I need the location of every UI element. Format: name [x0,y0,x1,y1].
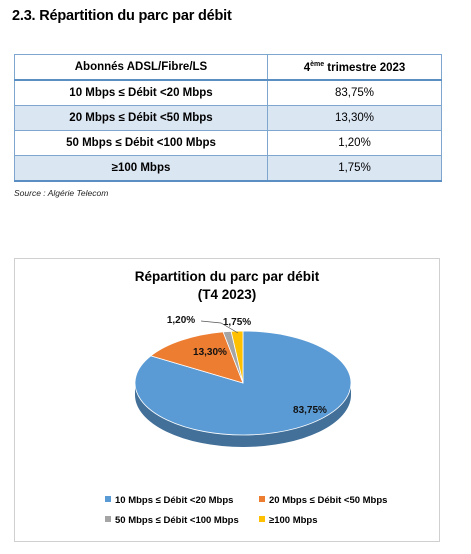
row-label: 50 Mbps ≤ Débit <100 Mbps [14,130,268,156]
legend-item: 50 Mbps ≤ Débit <100 Mbps [105,515,239,526]
column-header-quarter: 4ème trimestre 2023 [267,54,442,81]
data-label: 13,30% [193,347,227,358]
data-label: 83,75% [293,405,327,416]
row-value: 83,75% [267,79,442,106]
table-row: 20 Mbps ≤ Débit <50 Mbps 13,30% [14,105,442,131]
row-label: 20 Mbps ≤ Débit <50 Mbps [14,105,268,131]
legend-label: 20 Mbps ≤ Débit <50 Mbps [269,495,388,506]
legend-swatch [105,516,111,522]
legend-label: 10 Mbps ≤ Débit <20 Mbps [115,495,234,506]
legend-swatch [105,496,111,502]
row-label: ≥100 Mbps [14,155,268,182]
row-value: 1,75% [267,155,442,182]
pie-svg: 83,75% 13,30% 1,20% 1,75% [134,315,352,447]
chart-subtitle: (T4 2023) [197,287,257,302]
data-label: 1,75% [223,317,251,328]
leader-line [200,320,239,334]
table-row: 10 Mbps ≤ Débit <20 Mbps 83,75% [14,79,442,106]
row-label: 10 Mbps ≤ Débit <20 Mbps [14,79,268,106]
data-label: 1,20% [167,315,195,326]
pie-slice [134,330,352,436]
column-header-subscribers: Abonnés ADSL/Fibre/LS [14,54,268,81]
legend-swatch [259,516,265,522]
legend-label: ≥100 Mbps [269,515,318,526]
row-value: 13,30% [267,105,442,131]
table-row: 50 Mbps ≤ Débit <100 Mbps 1,20% [14,130,442,156]
legend-item: 20 Mbps ≤ Débit <50 Mbps [259,495,387,506]
pie-slice [230,330,244,384]
pie-slice-side [135,383,351,447]
table-row: ≥100 Mbps 1,75% [14,155,442,182]
legend-item: ≥100 Mbps [259,515,318,526]
pie-chart: Répartition du parc par débit (T4 2023) … [14,258,440,542]
source-note: Source : Algérie Telecom [14,188,109,198]
legend-item: 10 Mbps ≤ Débit <20 Mbps [105,495,233,506]
pie-slice [150,331,244,384]
table-header-row: Abonnés ADSL/Fibre/LS 4ème trimestre 202… [14,54,442,81]
subscribers-table: Abonnés ADSL/Fibre/LS 4ème trimestre 202… [14,54,442,182]
legend-label: 50 Mbps ≤ Débit <100 Mbps [115,515,239,526]
chart-title: Répartition du parc par débit [134,269,320,284]
section-heading: 2.3. Répartition du parc par débit [12,8,232,24]
row-value: 1,20% [267,130,442,156]
legend-swatch [259,496,265,502]
